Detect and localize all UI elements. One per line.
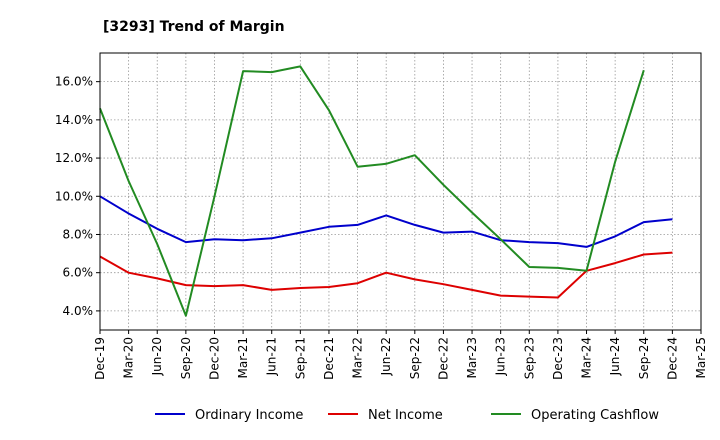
legend-label: Operating Cashflow [531, 408, 659, 423]
y-tick-label: 4.0% [63, 304, 94, 318]
x-tick-label: Jun-24 [608, 337, 622, 376]
x-tick-label: Dec-19 [93, 337, 107, 380]
x-tick-label: Dec-20 [207, 337, 221, 380]
x-tick-label: Sep-22 [408, 337, 422, 379]
x-tick-label: Mar-21 [236, 337, 250, 378]
x-tick-label: Dec-23 [551, 337, 565, 380]
x-tick-label: Mar-20 [122, 337, 136, 378]
x-tick-label: Jun-22 [379, 337, 393, 376]
x-tick-label: Jun-21 [265, 337, 279, 376]
y-tick-label: 10.0% [55, 189, 93, 203]
y-tick-label: 8.0% [63, 227, 94, 241]
series-line [99, 195, 673, 248]
series-line [99, 251, 673, 299]
legend-label: Net Income [368, 408, 443, 423]
y-tick-label: 14.0% [55, 113, 93, 127]
x-tick-label: Mar-22 [351, 337, 365, 378]
x-tick-label: Sep-20 [179, 337, 193, 379]
x-tick-label: Jun-23 [494, 337, 508, 376]
x-tick-label: Sep-24 [637, 337, 651, 379]
x-tick-label: Dec-22 [436, 337, 450, 380]
series-lines [99, 65, 673, 317]
y-axis: 4.0% 6.0% 8.0% 10.0% 12.0% 14.0% 16.0% [55, 75, 100, 318]
y-tick-label: 16.0% [55, 75, 93, 89]
x-tick-label: Dec-24 [665, 337, 679, 380]
series-line [99, 65, 645, 317]
plot-frame [99, 52, 702, 331]
x-tick-label: Mar-25 [694, 337, 708, 378]
x-tick-label: Jun-20 [150, 337, 164, 376]
x-tick-label: Sep-23 [522, 337, 536, 379]
x-tick-label: Sep-21 [293, 337, 307, 379]
y-tick-label: 12.0% [55, 151, 93, 165]
x-tick-label: Dec-21 [322, 337, 336, 380]
x-tick-label: Mar-23 [465, 337, 479, 378]
y-tick-label: 6.0% [63, 266, 94, 280]
x-axis: Dec-19 Mar-20 Jun-20 Sep-20 Dec-20 Mar-21 Jun-… [93, 330, 708, 380]
grid [99, 53, 702, 330]
chart-title: [3293] Trend of Margin [103, 19, 285, 35]
legend: Ordinary Income Net Income Operating Cashf… [155, 408, 659, 423]
legend-label: Ordinary Income [195, 408, 303, 423]
x-tick-label: Mar-24 [580, 337, 594, 378]
